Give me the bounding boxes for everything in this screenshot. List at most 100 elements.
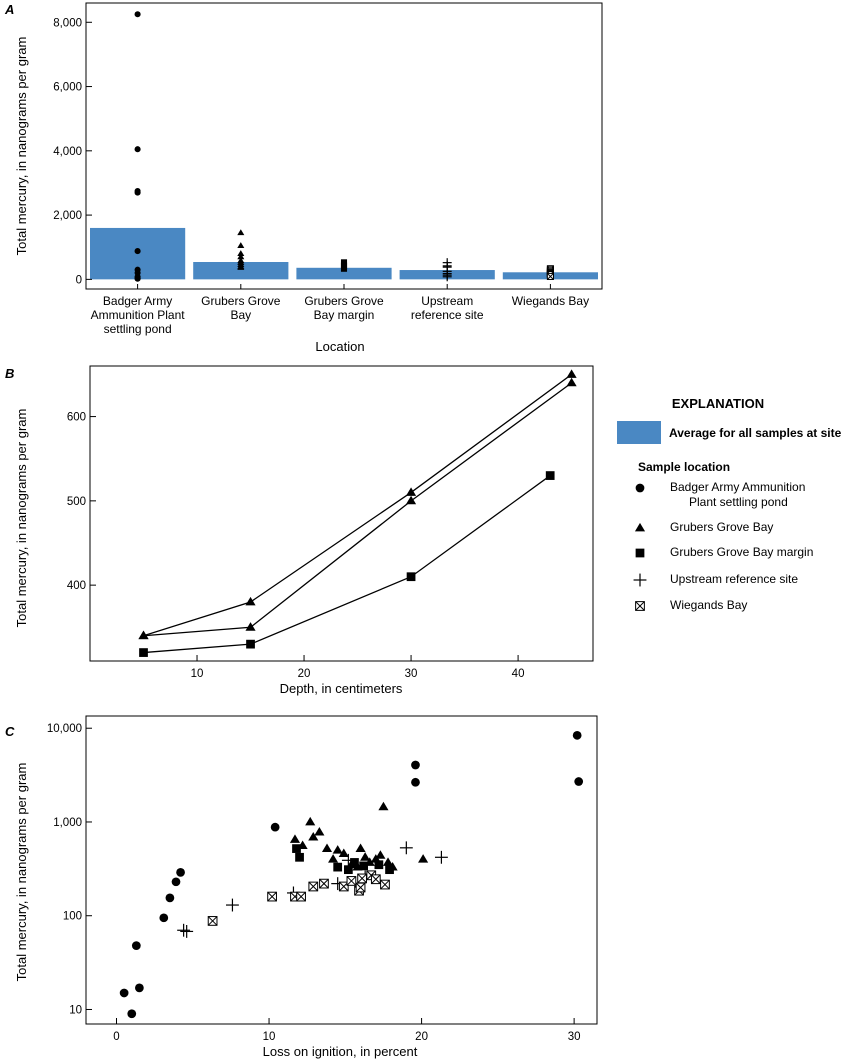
circle-point [134,275,141,282]
plus-point [177,923,191,937]
triangle-point [305,816,316,826]
triangle-marker-shape [237,242,245,248]
circle-point [176,868,185,877]
category-label: reference site [411,308,484,322]
triangle-point [237,242,245,248]
x-tick-label: 0 [113,1031,119,1043]
triangle-point [289,834,301,843]
x-axis-title: Loss on ignition, in percent [263,1044,418,1059]
triangle-point [360,852,371,861]
triangle-point [237,250,245,257]
legend-item-label: Grubers Grove Bay margin [670,545,813,559]
plus-point [399,841,413,855]
circle-point [171,877,181,887]
triangle-point [328,854,339,863]
triangle-marker-shape [237,250,245,257]
boxed-x-point [346,876,357,886]
circle-point [574,777,584,786]
circle-marker-shape [270,822,280,832]
boxed-x-point [380,879,390,890]
plus-point [434,850,448,864]
circle-marker-shape [572,730,582,740]
y-tick-label: 4,000 [53,146,82,158]
triangle-marker-shape [382,857,394,866]
series-line [143,382,572,637]
square-point [350,858,359,867]
boxed-x-marker-diagonal [346,876,357,886]
boxed-x-point [357,873,367,884]
circle-marker-shape [176,868,185,877]
triangle-point [332,845,343,854]
square-point [139,648,148,657]
square-point [292,844,301,853]
triangle-marker-shape [138,630,149,640]
y-tick-label: 100 [63,911,82,923]
square-marker-shape [292,844,301,853]
circle-point [134,146,141,153]
triangle-point [321,843,333,853]
category-label: Ammunition Plant [91,308,186,322]
square-marker-shape [385,865,394,875]
y-tick-label: 500 [67,496,86,508]
triangle-point [566,369,577,378]
circle-marker-shape [131,941,141,950]
circle-point [131,941,141,950]
triangle-marker-shape [237,229,245,236]
boxed-x-marker-diagonal [357,873,367,884]
triangle-marker-shape [308,831,319,841]
circle-point [165,893,175,903]
triangle-marker-shape [406,495,417,505]
triangle-point [378,801,389,811]
circle-marker-shape [411,760,420,770]
x-tick-label: 40 [512,668,525,680]
boxed-x-point [370,874,381,885]
boxed-x-point [296,891,306,902]
square-marker-shape [406,572,416,582]
square-marker-shape [350,858,359,867]
legend-square-marker [635,548,645,558]
legend-item-label: Upstream reference site [670,572,798,586]
boxed-x-point [319,878,329,889]
legend-sample-heading: Sample location [638,460,730,474]
square-marker-shape [295,852,304,862]
triangle-point [338,848,349,857]
square-marker-shape [340,265,348,272]
y-tick-label: 400 [67,580,86,592]
category-label: Bay [230,308,251,322]
series-line [143,373,572,637]
boxed-x-marker-diagonal [635,601,645,611]
circle-marker-shape [134,146,141,153]
boxed-x-marker-diagonal [267,891,277,902]
category-label: Grubers Grove [304,294,384,308]
legend-item-label: Badger Army Ammunition [670,480,805,494]
x-tick-label: 10 [263,1031,276,1043]
square-point [343,865,353,875]
circle-point [135,983,144,993]
triangle-point [245,622,256,631]
triangle-marker-shape [634,522,646,532]
plot-frame [85,2,603,290]
circle-point [270,822,280,832]
square-marker-shape [139,648,148,657]
legend-average-swatch [617,421,661,444]
triangle-point [406,495,417,505]
y-tick-label: 10,000 [47,723,82,735]
circle-marker-shape [127,1009,137,1019]
triangle-marker-shape [305,816,316,826]
triangle-point [566,377,577,387]
triangle-marker-shape [378,801,389,811]
plus-point [341,853,355,867]
panel-c-scatter-chart: C 0 10 20 30 10 100 1,000 10,000 Loss on ignition… [5,715,598,1059]
square-marker-shape [359,861,368,871]
x-tick-label: 20 [298,668,311,680]
square-marker-shape [246,639,255,649]
legend-average-label: Average for all samples at site [669,426,842,440]
triangle-marker-shape [245,622,256,631]
circle-point [119,988,129,998]
x-tick-label: 30 [405,668,418,680]
boxed-x-marker-diagonal [207,916,218,926]
circle-point [134,11,141,18]
square-point [295,852,304,862]
square-point [340,265,348,272]
boxed-x-marker-diagonal [355,882,366,893]
